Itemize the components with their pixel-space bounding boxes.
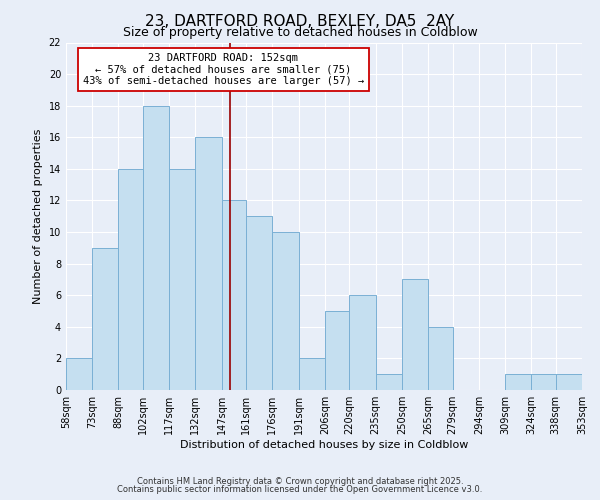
Bar <box>196 138 221 390</box>
Bar <box>299 358 325 390</box>
Bar <box>428 327 452 390</box>
X-axis label: Distribution of detached houses by size in Coldblow: Distribution of detached houses by size … <box>180 440 468 450</box>
Bar <box>505 374 531 390</box>
Bar <box>272 232 299 390</box>
Y-axis label: Number of detached properties: Number of detached properties <box>33 128 43 304</box>
Bar <box>118 169 143 390</box>
Text: Contains public sector information licensed under the Open Government Licence v3: Contains public sector information licen… <box>118 485 482 494</box>
Text: Size of property relative to detached houses in Coldblow: Size of property relative to detached ho… <box>122 26 478 39</box>
Bar <box>169 169 196 390</box>
Bar <box>325 311 349 390</box>
Text: Contains HM Land Registry data © Crown copyright and database right 2025.: Contains HM Land Registry data © Crown c… <box>137 477 463 486</box>
Bar <box>376 374 402 390</box>
Bar <box>143 106 169 390</box>
Bar <box>402 280 428 390</box>
Bar <box>221 200 246 390</box>
Bar <box>246 216 272 390</box>
Bar <box>556 374 582 390</box>
Text: 23 DARTFORD ROAD: 152sqm
← 57% of detached houses are smaller (75)
43% of semi-d: 23 DARTFORD ROAD: 152sqm ← 57% of detach… <box>83 53 364 86</box>
Bar <box>531 374 556 390</box>
Bar <box>66 358 92 390</box>
Text: 23, DARTFORD ROAD, BEXLEY, DA5  2AY: 23, DARTFORD ROAD, BEXLEY, DA5 2AY <box>145 14 455 29</box>
Bar <box>92 248 118 390</box>
Bar <box>349 295 376 390</box>
